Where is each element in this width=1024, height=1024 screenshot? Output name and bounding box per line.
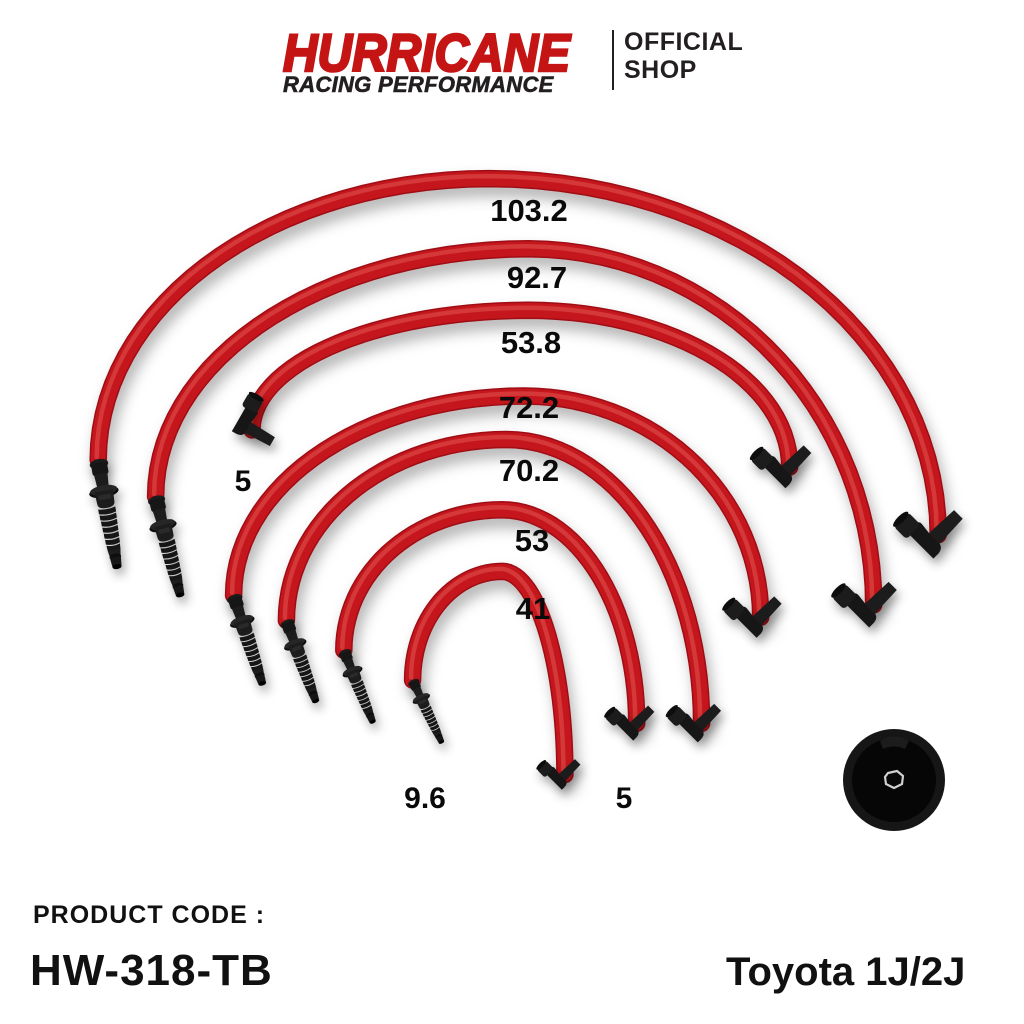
svg-text:70.2: 70.2: [499, 453, 559, 488]
svg-text:PRODUCT CODE :: PRODUCT CODE :: [33, 901, 265, 929]
svg-text:53: 53: [515, 523, 549, 558]
svg-text:9.6: 9.6: [404, 782, 446, 815]
svg-text:HW-318-TB: HW-318-TB: [30, 946, 273, 995]
svg-text:72.2: 72.2: [499, 390, 559, 425]
svg-text:103.2: 103.2: [490, 193, 568, 228]
svg-text:5: 5: [616, 782, 633, 815]
svg-text:41: 41: [516, 591, 550, 626]
svg-text:Toyota 1J/2J: Toyota 1J/2J: [726, 950, 965, 994]
svg-text:5: 5: [235, 465, 252, 498]
svg-text:92.7: 92.7: [507, 260, 567, 295]
svg-text:53.8: 53.8: [501, 325, 561, 360]
